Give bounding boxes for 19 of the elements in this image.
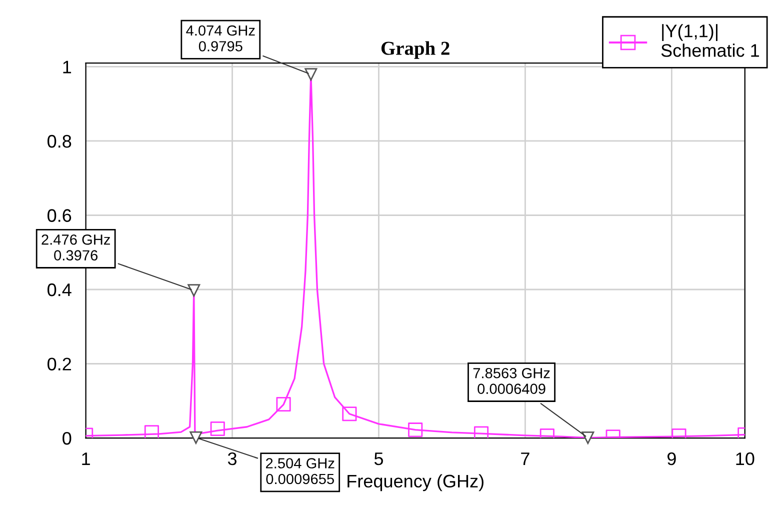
annotation: 7.8563 GHz 0.0006409 <box>473 368 550 394</box>
x-tick-label: 10 <box>736 452 754 466</box>
x-tick-label: 9 <box>667 452 676 466</box>
chart-title: Graph 2 <box>381 41 450 59</box>
x-tick-label: 7 <box>521 452 530 465</box>
annotation: 4.074 GHz 0.9795 <box>186 25 255 52</box>
x-tick-label: 1 <box>82 452 90 465</box>
annotation: 2.476 GHz 0.3976 <box>42 234 110 260</box>
legend-label: |Y(1,1)| Schematic 1 <box>661 24 759 57</box>
y-tick-label: 0.4 <box>48 283 72 296</box>
y-tick-label: 0 <box>62 432 72 445</box>
x-axis-title: Frequency (GHz) <box>348 474 484 492</box>
y-tick-label: 0.2 <box>48 358 72 370</box>
x-tick-label: 3 <box>228 452 236 466</box>
y-tick-label: 0.6 <box>48 209 72 222</box>
annotation: 2.504 GHz 0.0009655 <box>266 458 334 484</box>
y-tick-label: 0.8 <box>48 134 72 148</box>
x-tick-label: 5 <box>374 452 383 466</box>
y-tick-label: 1 <box>63 60 72 74</box>
